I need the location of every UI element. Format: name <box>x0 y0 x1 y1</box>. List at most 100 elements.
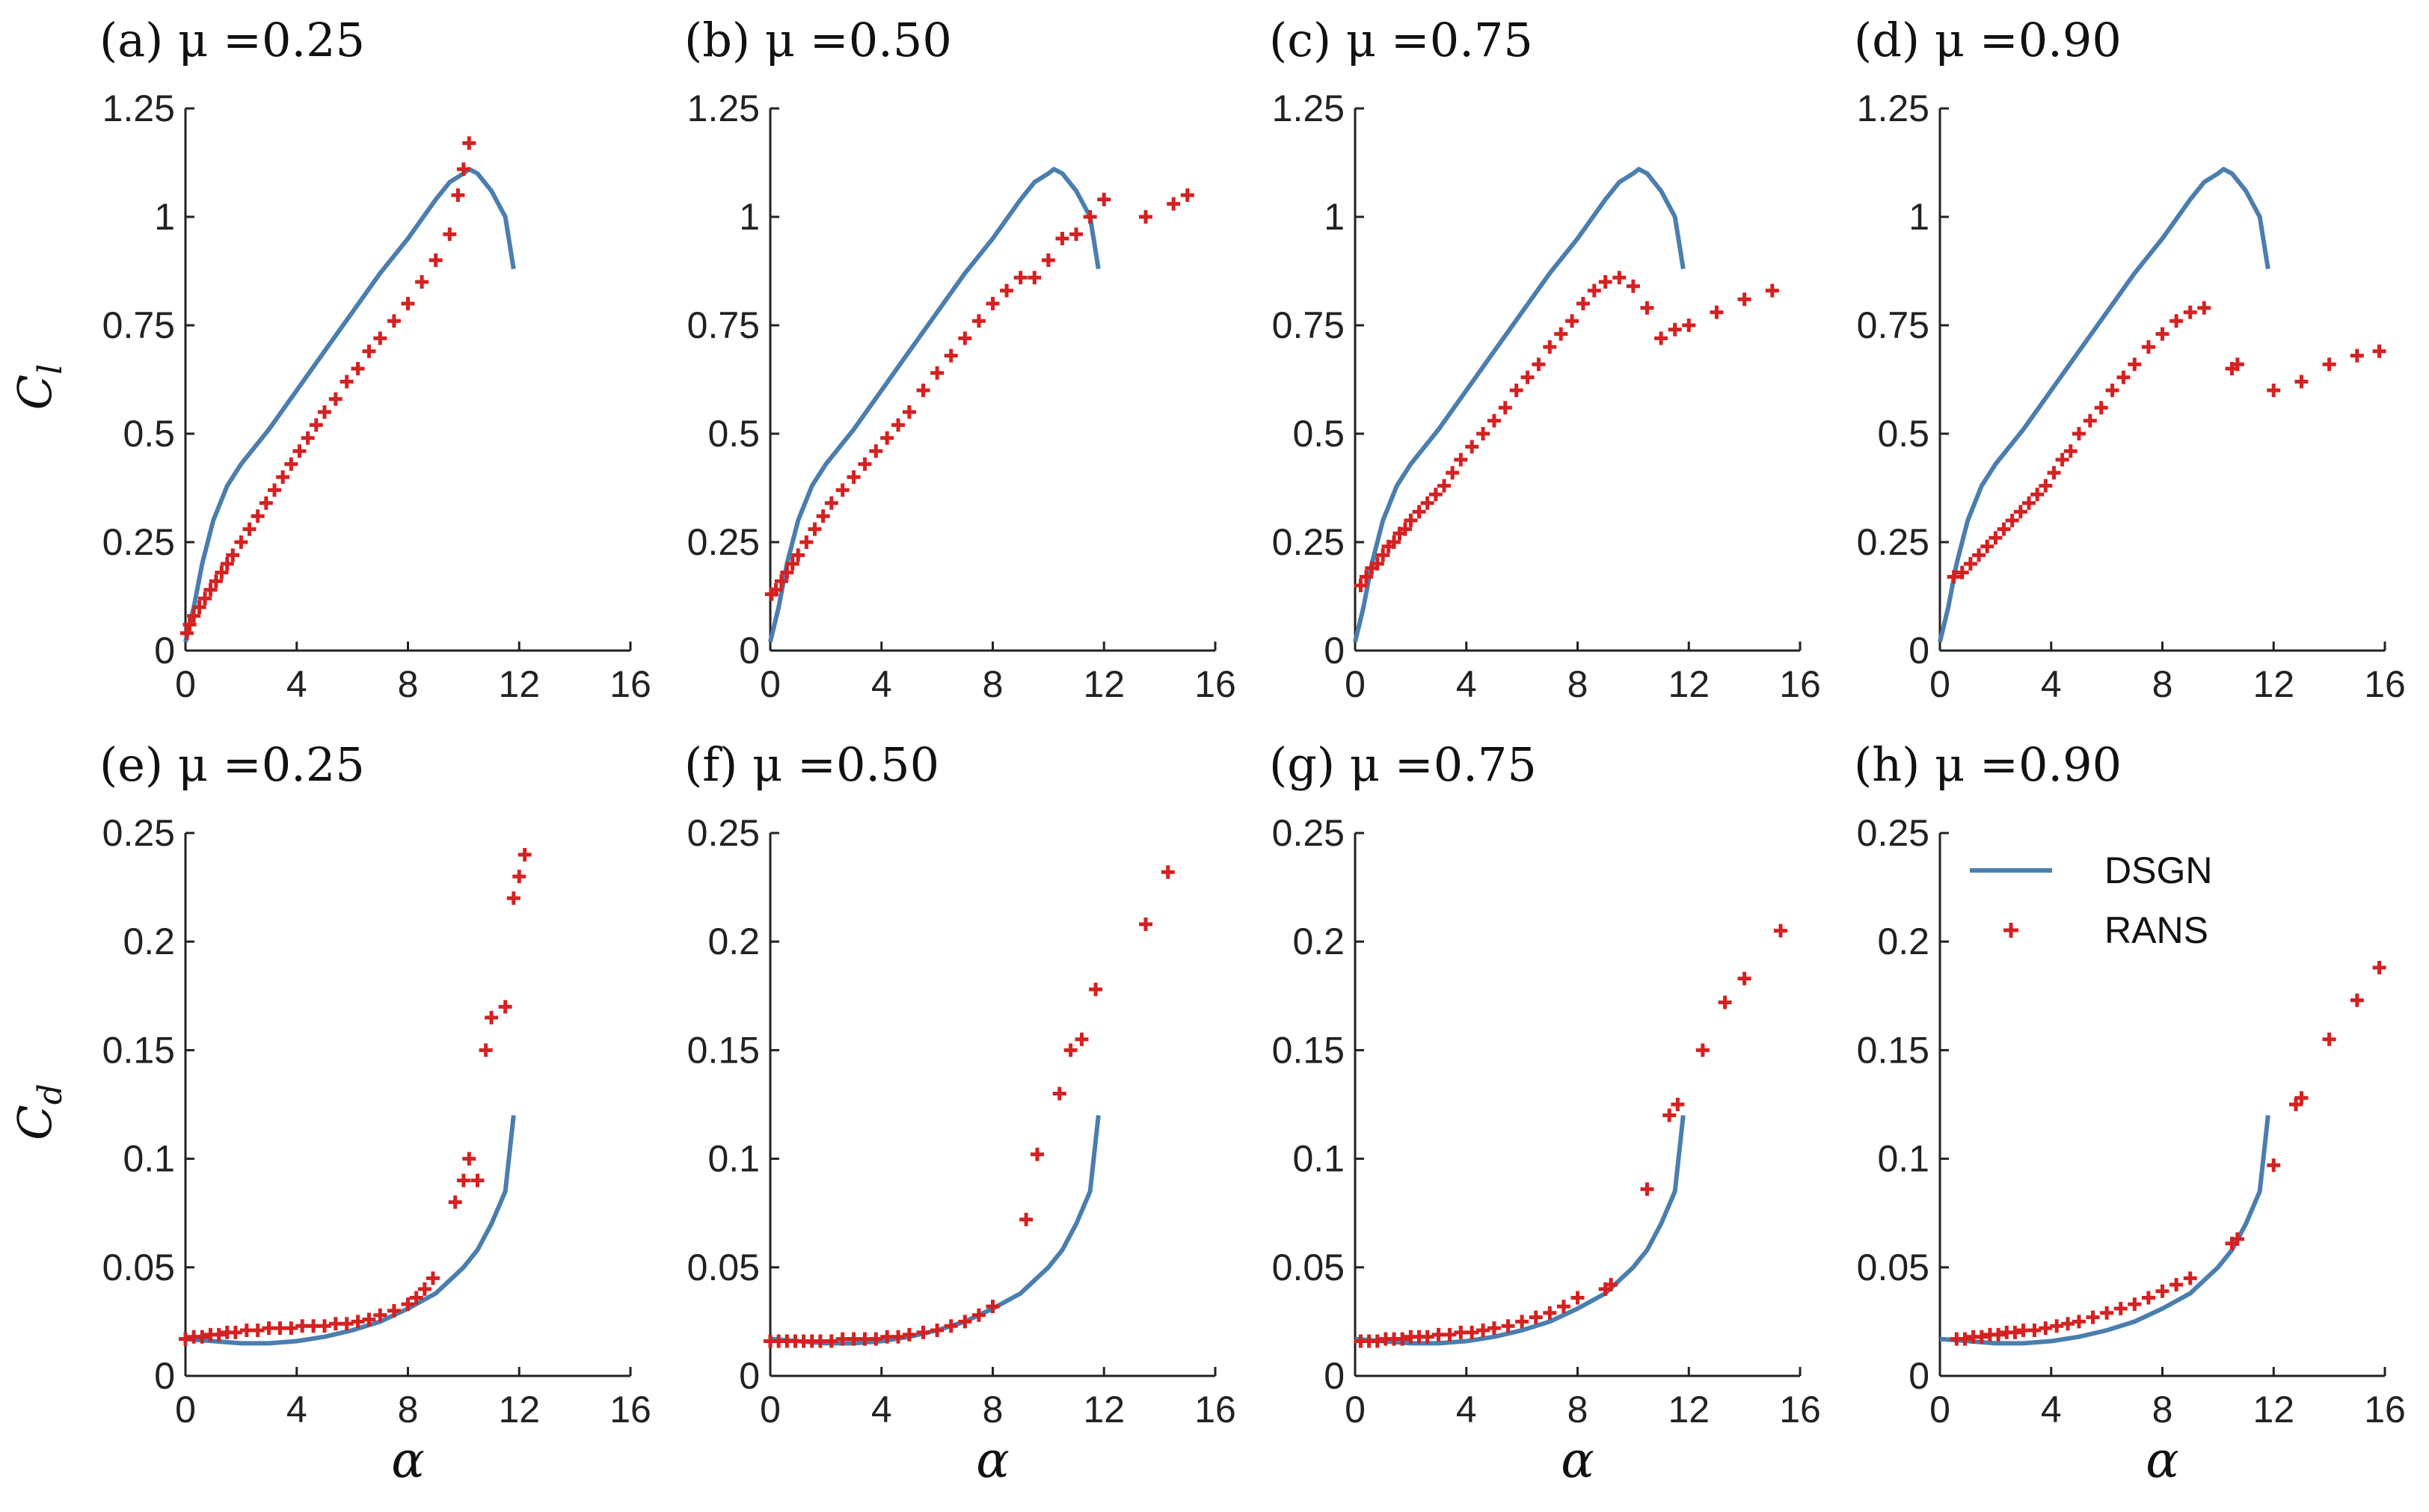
panel-title: (c) μ =0.75 <box>1269 13 1533 67</box>
rans-point <box>1668 322 1682 336</box>
y-tick-label: 0.25 <box>102 521 175 563</box>
x-tick-label: 16 <box>1779 663 1821 705</box>
panel-title: (f) μ =0.50 <box>684 737 939 792</box>
rans-point <box>417 1282 432 1296</box>
rans-point <box>1376 548 1390 562</box>
rans-point <box>1980 539 1995 553</box>
y-tick-label: 0.25 <box>102 812 175 854</box>
rans-point <box>1737 292 1751 307</box>
rans-point <box>1420 1330 1434 1344</box>
rans-point <box>971 1308 986 1322</box>
rans-point <box>2022 496 2036 510</box>
rans-point <box>1765 283 1779 298</box>
rans-point <box>192 600 206 614</box>
rans-point <box>1019 1212 1034 1226</box>
rans-point <box>780 565 794 580</box>
rans-point <box>2039 479 2053 493</box>
rans-point <box>891 1330 906 1344</box>
rans-point <box>373 1308 387 1322</box>
rans-point <box>1662 1108 1677 1122</box>
rans-point <box>986 297 1000 310</box>
rans-point <box>2094 401 2108 415</box>
x-tick-label: 8 <box>2152 1389 2173 1430</box>
rans-point <box>1529 1310 1543 1324</box>
x-tick-label: 12 <box>2253 663 2294 705</box>
x-tick-label: 16 <box>2364 663 2406 705</box>
rans-point <box>2350 348 2364 363</box>
panel-title: (g) μ =0.75 <box>1269 737 1537 792</box>
rans-point <box>1972 548 1986 562</box>
rans-point <box>1031 1147 1044 1161</box>
y-tick-label: 0.2 <box>123 921 175 962</box>
rans-point <box>179 1332 192 1346</box>
rans-point <box>1089 983 1103 997</box>
rans-point <box>292 444 307 458</box>
rans-point <box>187 609 201 623</box>
rans-point <box>362 344 376 358</box>
rans-point <box>1532 357 1546 372</box>
series-dsgn-line <box>1939 1115 2270 1346</box>
rans-point <box>251 1324 265 1338</box>
rans-point <box>1139 210 1153 224</box>
rans-point <box>785 557 799 571</box>
rans-point <box>971 314 986 328</box>
rans-point <box>456 1173 470 1187</box>
rans-point <box>1958 1332 1972 1346</box>
rans-point <box>958 331 972 345</box>
x-tick-label: 0 <box>175 1389 196 1430</box>
x-tick-label: 8 <box>1567 1389 1588 1430</box>
rans-point <box>1989 531 2003 545</box>
x-tick-label: 12 <box>2253 1389 2294 1430</box>
y-tick-label: 0.25 <box>1857 812 1929 854</box>
x-tick-label: 0 <box>1929 1389 1950 1430</box>
rans-point <box>944 348 958 363</box>
series-dsgn-line <box>183 167 516 643</box>
rans-point <box>858 457 872 471</box>
y-tick-label: 0.25 <box>687 521 760 563</box>
rans-point <box>415 275 429 289</box>
x-tick-label: 8 <box>1567 663 1588 705</box>
x-tick-label: 4 <box>2041 1389 2062 1430</box>
rans-point <box>2047 466 2061 480</box>
rans-point <box>1398 522 1412 536</box>
rans-point <box>1428 488 1443 502</box>
y-tick-label: 0.15 <box>102 1029 175 1071</box>
rans-point <box>1654 331 1668 345</box>
rans-point <box>268 483 281 497</box>
rans-point <box>209 574 223 588</box>
rans-point <box>1587 283 1601 298</box>
y-tick-label: 1 <box>1324 196 1345 238</box>
rans-point <box>2183 1271 2197 1285</box>
x-tick-label: 0 <box>1345 663 1366 705</box>
rans-point <box>2141 1291 2155 1305</box>
rans-point <box>808 522 822 536</box>
rans-point <box>1437 479 1451 493</box>
rans-point <box>1387 535 1401 549</box>
panel-f: (f) μ =0.50 0 4 8 12 16 0 0.05 0.1 0.15 0.2 0.25 α <box>684 737 1236 1489</box>
panel-g: (g) μ =0.75 0 4 8 12 16 0 0.05 0.1 0.15 0.2 0.25 α <box>1269 737 1821 1489</box>
x-tick-label: 4 <box>286 663 307 705</box>
rans-point <box>1682 319 1696 332</box>
rans-point <box>215 565 229 580</box>
y-axis-label: Cl <box>7 364 70 411</box>
rans-point <box>2322 357 2336 372</box>
rans-point <box>1487 414 1501 428</box>
y-tick-label: 0.05 <box>102 1247 175 1288</box>
y-tick-label: 1.25 <box>1857 87 1929 129</box>
rans-point <box>2230 1232 2244 1247</box>
rans-point <box>916 1325 930 1339</box>
y-tick-label: 0 <box>154 1355 175 1397</box>
rans-point <box>301 431 315 445</box>
rans-point <box>2128 1297 2142 1312</box>
rans-point <box>930 366 945 380</box>
x-tick-label: 4 <box>286 1389 307 1430</box>
y-tick-label: 0.75 <box>1272 304 1345 346</box>
rans-point <box>401 297 415 310</box>
x-tick-label: 8 <box>2152 663 2173 705</box>
x-tick-label: 12 <box>1083 663 1125 705</box>
rans-point <box>1000 283 1014 298</box>
x-tick-label: 0 <box>1345 1389 1366 1430</box>
rans-point <box>2155 1284 2169 1298</box>
rans-point <box>1370 557 1384 571</box>
